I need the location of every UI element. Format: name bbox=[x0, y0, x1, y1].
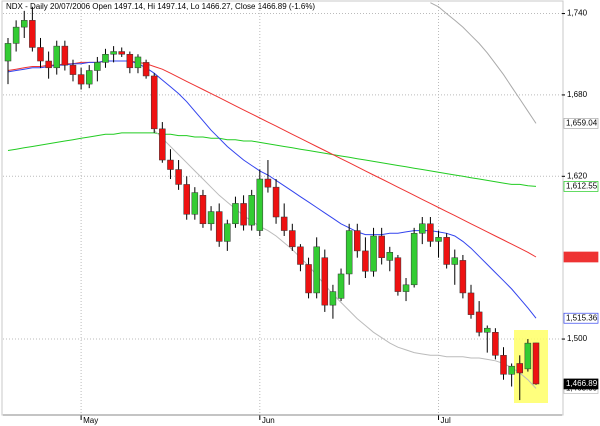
candle-body bbox=[4, 43, 12, 62]
candle-body bbox=[61, 45, 69, 66]
candle-body bbox=[45, 60, 52, 69]
last-value-label: 1,466.89 bbox=[566, 379, 598, 388]
candle-body bbox=[199, 195, 207, 225]
candle-body bbox=[484, 327, 491, 333]
candle-body bbox=[378, 235, 385, 258]
candle-body bbox=[240, 203, 247, 226]
chart-title: NDX - Daily 20/07/2006 Open 1497.14, Hi … bbox=[6, 2, 315, 11]
candle-body bbox=[175, 169, 182, 185]
candle-body bbox=[532, 342, 540, 385]
candle-body bbox=[516, 363, 524, 374]
candle-body bbox=[150, 75, 158, 130]
candle-body bbox=[354, 230, 361, 252]
candle-body bbox=[492, 332, 499, 356]
x-tick-label: Jul bbox=[441, 416, 451, 425]
moving-average-line bbox=[153, 129, 537, 389]
last-value-box bbox=[563, 312, 599, 324]
candle-body bbox=[427, 223, 434, 242]
candle-body bbox=[289, 230, 296, 248]
candle-body bbox=[256, 178, 264, 231]
candle-body bbox=[142, 62, 150, 77]
candle-body bbox=[280, 216, 288, 231]
candle-body bbox=[435, 237, 442, 242]
last-value-box bbox=[563, 251, 599, 263]
plot bbox=[3, 1, 562, 415]
candle-body bbox=[297, 246, 304, 265]
candle-body bbox=[53, 45, 60, 69]
candle-body bbox=[402, 284, 410, 292]
candle-body bbox=[264, 178, 272, 188]
candle-body bbox=[305, 264, 312, 294]
y-tick-label: 1,740 bbox=[567, 9, 588, 18]
y-tick-label: 1,500 bbox=[567, 334, 588, 343]
candle-body bbox=[248, 195, 255, 226]
x-tick-label: May bbox=[83, 416, 98, 425]
last-value-label: 1,612.55 bbox=[566, 182, 598, 191]
y-tick-label: 1,620 bbox=[567, 171, 588, 180]
candle-body bbox=[524, 342, 532, 370]
last-value-label: 1,659.04 bbox=[566, 118, 598, 127]
candle-body bbox=[134, 56, 142, 69]
candle-body bbox=[12, 26, 20, 44]
last-value-box bbox=[563, 378, 599, 390]
candle-body bbox=[94, 62, 101, 71]
candle-body bbox=[410, 233, 418, 286]
candle-body bbox=[69, 64, 77, 75]
candle-body bbox=[29, 20, 36, 48]
candle-body bbox=[102, 53, 109, 63]
candle-body bbox=[207, 211, 215, 225]
candle-body bbox=[224, 223, 231, 242]
moving-average-line bbox=[430, 2, 537, 124]
candle-body bbox=[386, 252, 394, 261]
candle-body bbox=[362, 250, 369, 272]
candle-body bbox=[508, 365, 515, 375]
candle-body bbox=[321, 257, 329, 306]
candle-body bbox=[313, 246, 320, 294]
candle-body bbox=[451, 257, 459, 265]
candle-body bbox=[337, 273, 345, 299]
candle-body bbox=[272, 186, 280, 218]
candle-body bbox=[345, 230, 353, 275]
candle-body bbox=[394, 257, 402, 292]
y-tick-label: 1,680 bbox=[567, 90, 588, 99]
candle-body bbox=[467, 292, 475, 315]
candle-body bbox=[77, 74, 85, 85]
candle-body bbox=[159, 128, 166, 161]
candle-body bbox=[126, 53, 134, 69]
candle-body bbox=[459, 260, 467, 294]
x-tick-label: Jun bbox=[262, 416, 275, 425]
candle-body bbox=[183, 184, 190, 215]
candle-body bbox=[37, 47, 44, 62]
candle-body bbox=[215, 211, 223, 242]
last-value-label: 1,515.36 bbox=[566, 313, 598, 322]
candle-body bbox=[329, 291, 337, 306]
candle-body bbox=[419, 223, 426, 234]
last-value-box bbox=[563, 181, 599, 192]
candle-body bbox=[191, 192, 199, 215]
last-value-box bbox=[563, 118, 599, 129]
last-value-label: 1,560.50 bbox=[566, 252, 598, 261]
candle-body bbox=[370, 235, 377, 272]
candle-body bbox=[167, 159, 174, 170]
candle-body bbox=[118, 51, 125, 55]
candle-body bbox=[443, 237, 450, 265]
candle-body bbox=[20, 20, 28, 28]
moving-average-line bbox=[7, 132, 537, 187]
candle-body bbox=[500, 355, 507, 375]
candle-body bbox=[232, 203, 239, 225]
candle-body bbox=[85, 70, 93, 85]
candle-body bbox=[110, 51, 117, 55]
candle-body bbox=[475, 311, 483, 333]
